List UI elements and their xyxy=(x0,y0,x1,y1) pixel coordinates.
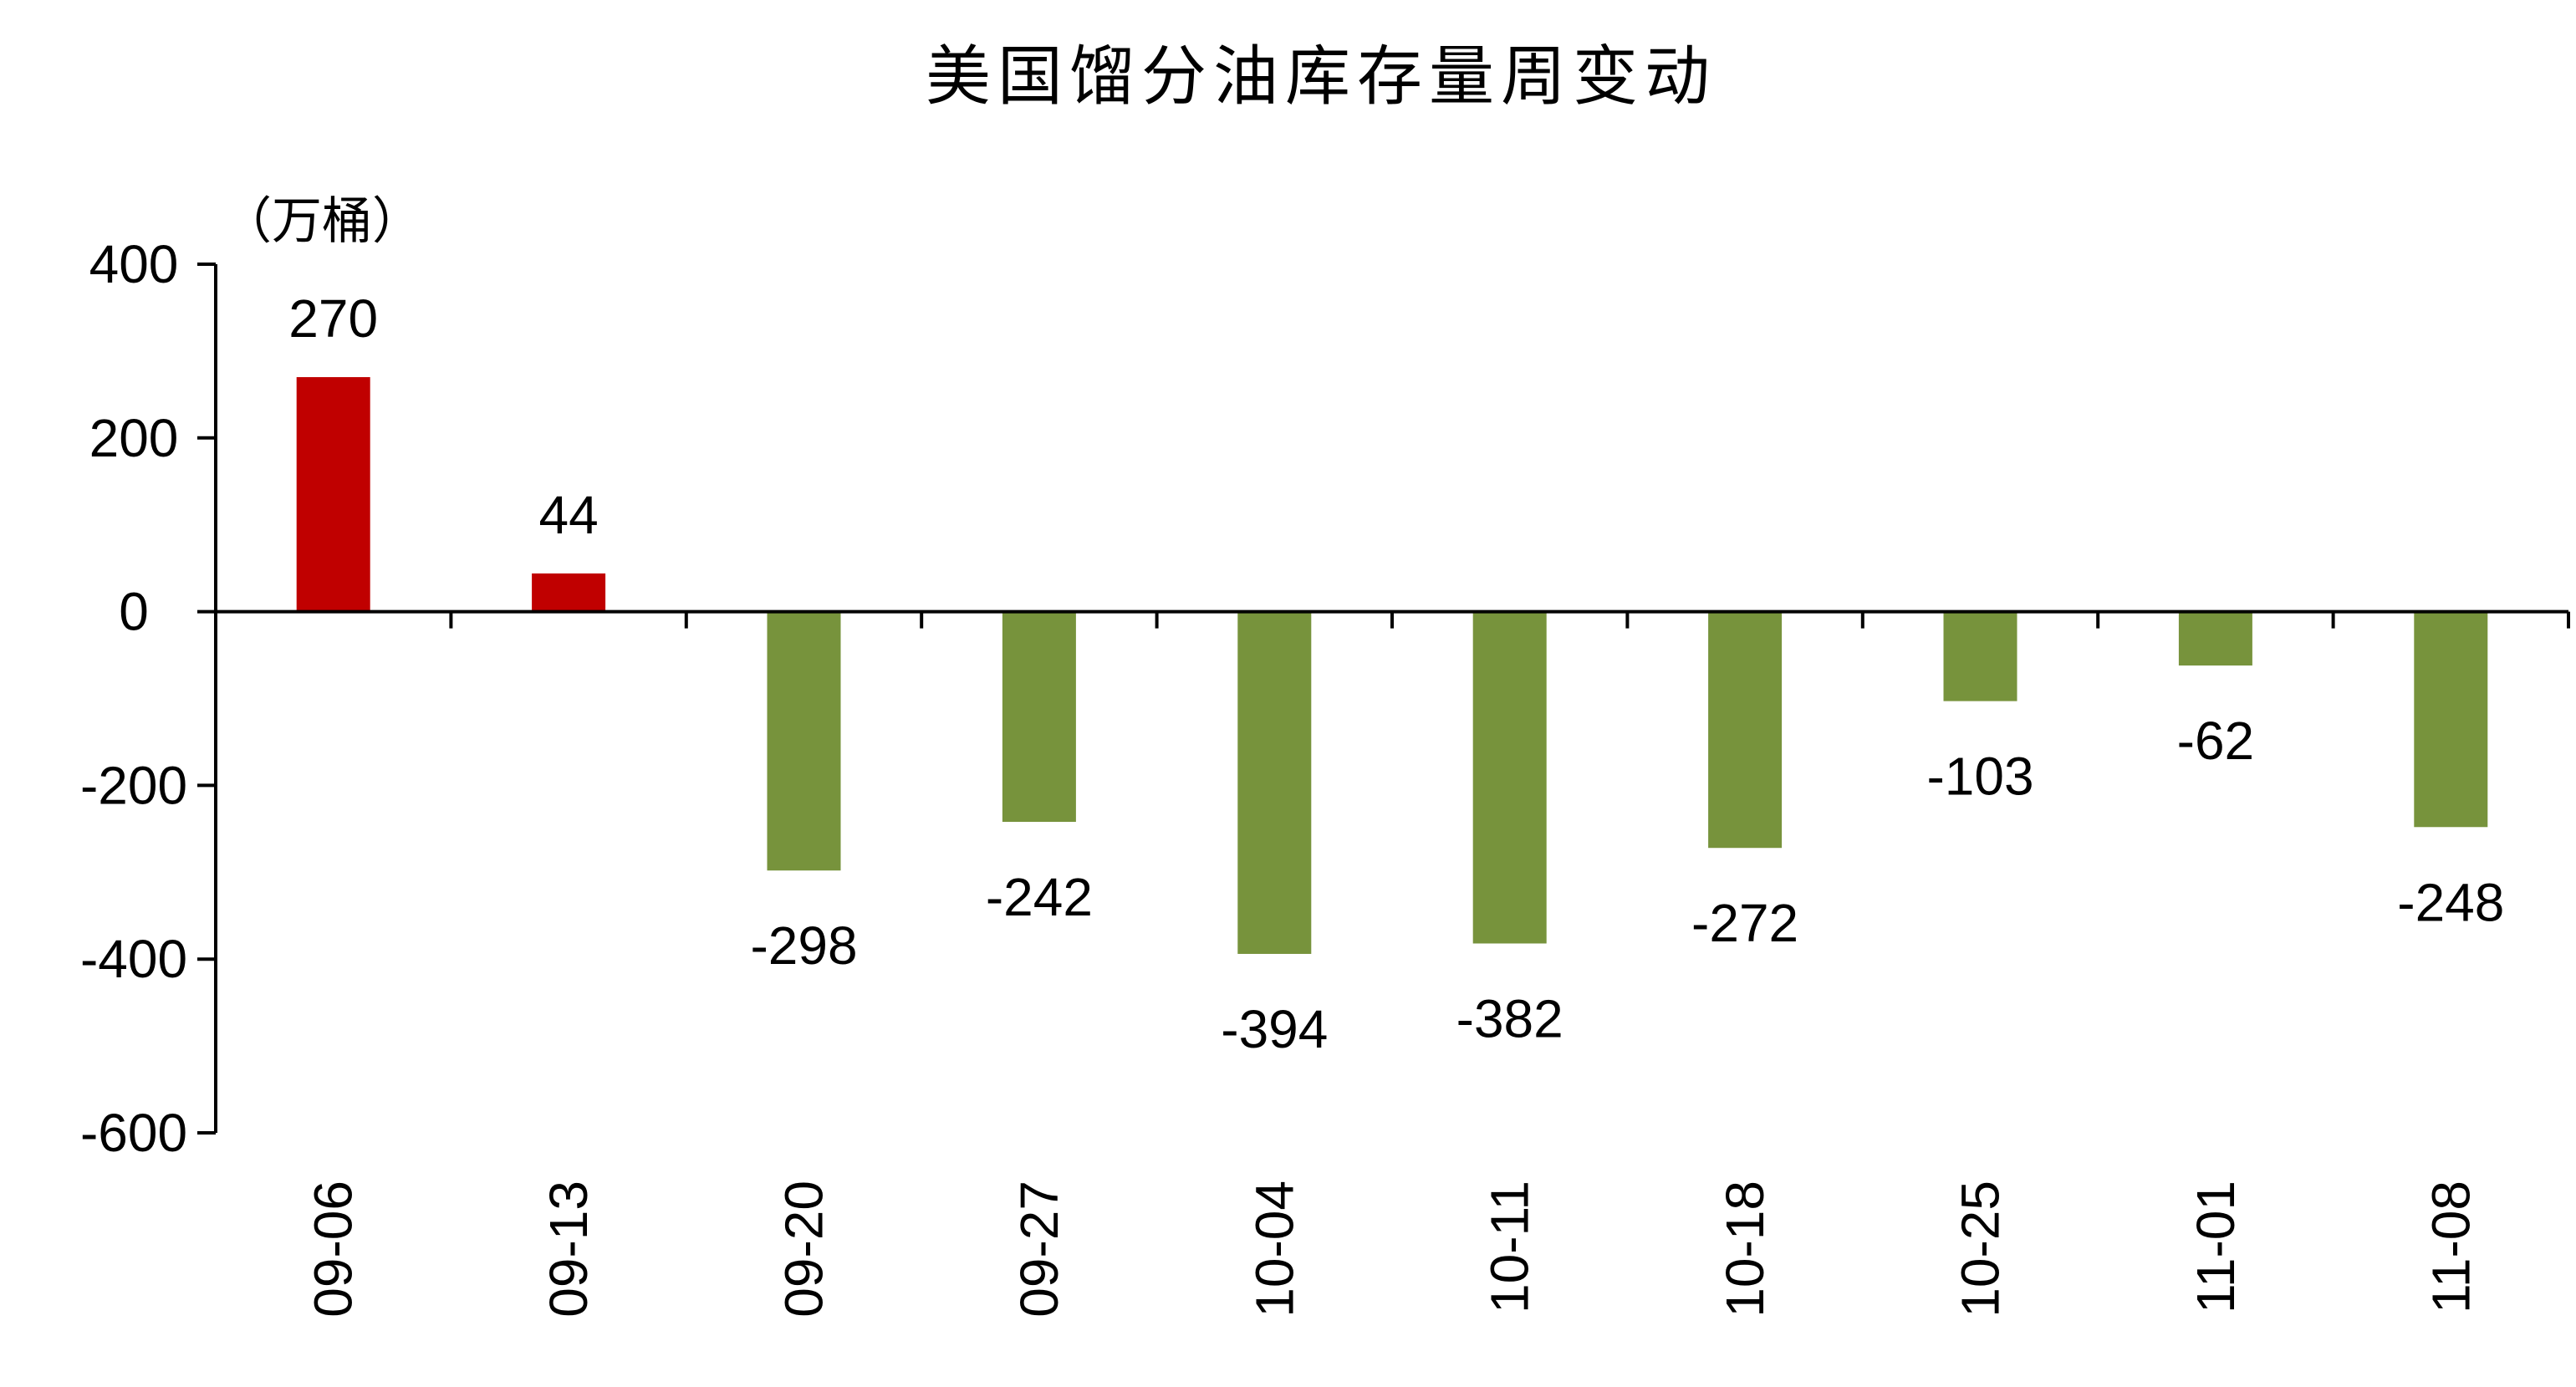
data-label-11-01: -62 xyxy=(2177,711,2255,771)
y-tick-label: -600 xyxy=(80,1103,187,1163)
bar-09-20 xyxy=(767,611,841,871)
category-label-09-20: 09-20 xyxy=(774,1180,834,1318)
chart-title: 美国馏分油库存量周变动 xyxy=(926,39,1716,115)
data-label-10-04: -394 xyxy=(1221,999,1328,1059)
y-axis: 400 200 0 -200 -400 -600 xyxy=(80,234,217,1163)
category-label-10-04: 10-04 xyxy=(1244,1180,1304,1318)
bar-09-06 xyxy=(296,377,370,612)
bar-09-13 xyxy=(532,573,606,612)
category-label-09-27: 09-27 xyxy=(1009,1180,1069,1318)
data-label-09-06: 270 xyxy=(288,288,378,349)
category-label-10-18: 10-18 xyxy=(1715,1180,1775,1318)
y-tick-label: -400 xyxy=(80,929,187,989)
category-label-09-06: 09-06 xyxy=(304,1180,364,1318)
category-label-11-08: 11-08 xyxy=(2420,1180,2481,1313)
category-label-10-25: 10-25 xyxy=(1951,1180,2011,1318)
data-label-10-25: -103 xyxy=(1926,747,2033,807)
category-label-11-01: 11-01 xyxy=(2186,1180,2246,1313)
bar-10-25 xyxy=(1943,611,2017,701)
y-tick-label: 400 xyxy=(89,234,179,294)
x-axis xyxy=(214,609,2570,629)
y-axis-unit-label: （万桶） xyxy=(222,192,422,251)
data-label-10-11: -382 xyxy=(1456,988,1563,1048)
data-label-11-08: -248 xyxy=(2397,872,2504,932)
bar-10-18 xyxy=(1708,611,1783,849)
data-label-10-18: -272 xyxy=(1691,893,1798,953)
bar-09-27 xyxy=(1002,611,1076,823)
bar-10-04 xyxy=(1237,611,1312,954)
category-labels: 09-06 09-13 09-20 09-27 10-04 10-11 10-18 10-25… xyxy=(304,1180,2482,1318)
bars xyxy=(296,377,2488,954)
data-label-09-27: -242 xyxy=(986,867,1093,927)
bar-11-01 xyxy=(2178,611,2252,666)
y-tick-label: 0 xyxy=(119,582,149,642)
category-label-09-13: 09-13 xyxy=(538,1180,599,1318)
data-label-09-20: -298 xyxy=(750,915,857,976)
data-label-09-13: 44 xyxy=(539,485,599,545)
data-labels: 270 44 -298 -242 -394 -382 -272 -103 -62 -248 xyxy=(288,288,2504,1059)
y-tick-label: 200 xyxy=(89,408,179,468)
y-tick-label: -200 xyxy=(80,755,187,815)
bar-11-08 xyxy=(2414,611,2488,828)
category-label-10-11: 10-11 xyxy=(1480,1180,1540,1313)
bar-10-11 xyxy=(1472,611,1547,944)
